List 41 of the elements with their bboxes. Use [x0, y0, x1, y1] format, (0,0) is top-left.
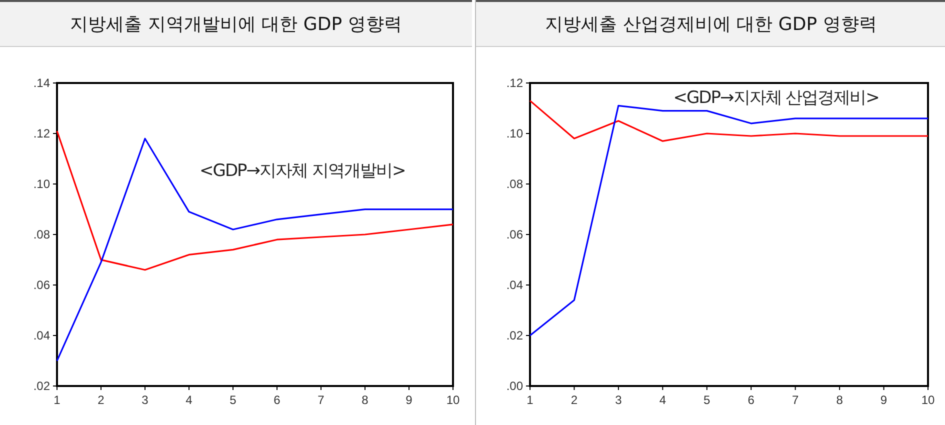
x-tick-label: 8: [362, 393, 369, 407]
y-tick-label: .06: [506, 228, 524, 242]
y-tick-label: .02: [33, 379, 50, 393]
x-tick-label: 3: [142, 393, 149, 407]
x-tick-label: 2: [98, 393, 105, 407]
y-tick-label: .14: [33, 76, 50, 90]
y-tick-label: .06: [33, 278, 50, 292]
y-tick-label: .08: [506, 177, 524, 191]
y-tick-label: .12: [506, 76, 524, 90]
y-tick-label: .04: [506, 278, 524, 292]
x-tick-label: 9: [880, 393, 888, 407]
y-tick-label: .10: [33, 177, 50, 191]
y-tick-label: .00: [506, 379, 524, 393]
x-tick-label: 2: [570, 393, 578, 407]
x-tick-label: 5: [230, 393, 237, 407]
y-tick-label: .10: [506, 126, 524, 140]
x-tick-label: 7: [792, 393, 799, 407]
x-tick-label: 7: [318, 393, 325, 407]
x-tick-label: 10: [921, 393, 935, 407]
line-series: [529, 104, 929, 336]
chart-title: 지방세출 지역개발비에 대한 GDP 영향력: [0, 0, 472, 47]
y-tick-label: .04: [33, 328, 50, 342]
x-tick-label: 6: [274, 393, 281, 407]
x-tick-label: 6: [748, 393, 755, 407]
annotation: <GDP→지자체 산업경제비>: [673, 88, 879, 108]
y-tick-label: .02: [506, 328, 524, 342]
y-tick-label: .08: [33, 228, 50, 242]
x-tick-label: 3: [615, 393, 622, 407]
line-series: [56, 138, 454, 362]
x-tick-label: 4: [659, 393, 666, 407]
x-tick-label: 10: [446, 393, 460, 407]
line-series: [56, 130, 454, 271]
x-tick-label: 1: [526, 393, 534, 407]
x-tick-label: 8: [836, 393, 844, 407]
x-tick-label: 4: [186, 393, 193, 407]
annotation: <GDP→지자체 지역개발비>: [200, 160, 406, 181]
x-tick-label: 5: [704, 393, 711, 407]
y-tick-label: .12: [33, 126, 50, 140]
x-tick-label: 9: [406, 393, 413, 407]
chart-title: 지방세출 산업경제비에 대한 GDP 영향력: [476, 0, 945, 47]
x-tick-label: 1: [54, 393, 61, 407]
